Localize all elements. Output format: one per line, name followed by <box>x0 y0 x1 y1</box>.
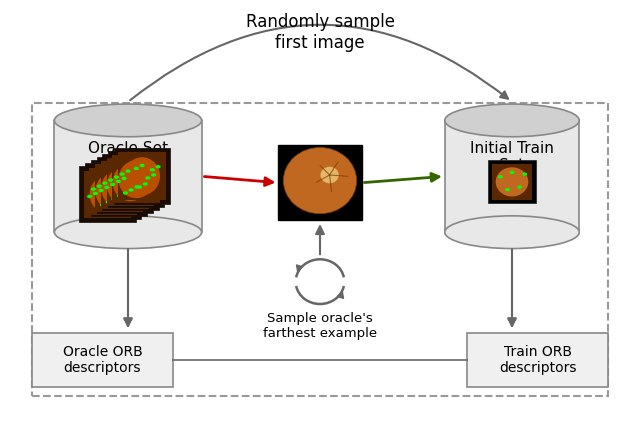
Circle shape <box>498 175 503 178</box>
Circle shape <box>99 189 104 192</box>
Ellipse shape <box>445 216 579 249</box>
Text: Randomly sample
first image: Randomly sample first image <box>246 13 394 52</box>
Circle shape <box>120 172 125 176</box>
Circle shape <box>156 165 161 169</box>
Bar <box>118 153 166 200</box>
Circle shape <box>122 177 127 180</box>
Text: Initial Train
Set: Initial Train Set <box>470 141 554 173</box>
Circle shape <box>134 182 139 186</box>
Circle shape <box>111 179 116 182</box>
Ellipse shape <box>124 157 160 195</box>
Circle shape <box>87 195 92 198</box>
Ellipse shape <box>95 172 131 210</box>
Bar <box>101 162 148 209</box>
Bar <box>97 157 153 213</box>
Circle shape <box>122 173 127 176</box>
Bar <box>114 148 170 204</box>
Bar <box>467 333 608 387</box>
Circle shape <box>145 176 150 180</box>
Circle shape <box>137 185 142 189</box>
Circle shape <box>517 185 522 189</box>
Circle shape <box>114 175 119 179</box>
Bar <box>79 166 136 222</box>
Circle shape <box>106 200 111 204</box>
Circle shape <box>91 187 96 191</box>
Circle shape <box>140 179 145 183</box>
Ellipse shape <box>54 216 202 249</box>
Circle shape <box>105 182 110 185</box>
Bar <box>90 168 137 215</box>
Circle shape <box>132 177 138 181</box>
Bar <box>278 145 362 221</box>
Bar <box>85 163 141 219</box>
Circle shape <box>123 191 128 195</box>
Bar <box>108 151 164 207</box>
Circle shape <box>121 183 126 187</box>
Circle shape <box>116 176 122 179</box>
Polygon shape <box>54 120 202 232</box>
Ellipse shape <box>284 147 356 214</box>
Circle shape <box>122 188 127 192</box>
Bar <box>113 156 160 203</box>
Circle shape <box>143 182 148 186</box>
Circle shape <box>114 197 119 201</box>
Circle shape <box>116 191 122 195</box>
Bar <box>95 165 143 212</box>
Ellipse shape <box>113 163 148 201</box>
Bar <box>107 159 154 206</box>
Circle shape <box>134 167 139 170</box>
Bar <box>492 164 532 200</box>
Bar <box>488 160 536 203</box>
Text: Oracle Set: Oracle Set <box>88 141 168 156</box>
Circle shape <box>127 180 132 184</box>
Bar <box>84 171 131 218</box>
Circle shape <box>125 169 131 173</box>
Bar <box>32 333 173 387</box>
Circle shape <box>108 178 113 182</box>
Circle shape <box>108 200 113 204</box>
Circle shape <box>128 185 133 189</box>
Text: Oracle ORB
descriptors: Oracle ORB descriptors <box>63 345 142 375</box>
Circle shape <box>116 180 121 183</box>
Text: Train ORB
descriptors: Train ORB descriptors <box>499 345 577 375</box>
Ellipse shape <box>118 160 154 198</box>
Circle shape <box>144 171 149 175</box>
Circle shape <box>125 191 131 195</box>
Circle shape <box>134 185 140 189</box>
Bar <box>102 154 159 210</box>
Circle shape <box>131 188 136 192</box>
Circle shape <box>140 164 145 167</box>
Circle shape <box>151 173 156 177</box>
Circle shape <box>120 194 125 198</box>
Text: Sample oracle's
farthest example: Sample oracle's farthest example <box>263 312 377 340</box>
Bar <box>91 160 147 216</box>
FancyArrowPatch shape <box>130 25 508 100</box>
Circle shape <box>97 184 102 188</box>
Circle shape <box>102 181 108 185</box>
Circle shape <box>505 188 510 191</box>
Circle shape <box>509 171 515 174</box>
Circle shape <box>111 197 116 201</box>
Ellipse shape <box>496 167 529 197</box>
Ellipse shape <box>101 169 137 207</box>
Circle shape <box>129 188 134 192</box>
Ellipse shape <box>445 104 579 137</box>
Circle shape <box>138 174 143 178</box>
Ellipse shape <box>321 167 339 183</box>
Polygon shape <box>445 120 579 232</box>
Circle shape <box>522 172 527 176</box>
Circle shape <box>128 170 133 173</box>
Circle shape <box>150 168 155 172</box>
Ellipse shape <box>54 104 202 137</box>
Circle shape <box>104 186 109 189</box>
Circle shape <box>100 203 105 207</box>
Ellipse shape <box>107 166 143 204</box>
Circle shape <box>117 194 122 198</box>
Bar <box>32 103 608 396</box>
Circle shape <box>93 192 98 195</box>
Ellipse shape <box>90 175 125 213</box>
Circle shape <box>110 183 115 186</box>
